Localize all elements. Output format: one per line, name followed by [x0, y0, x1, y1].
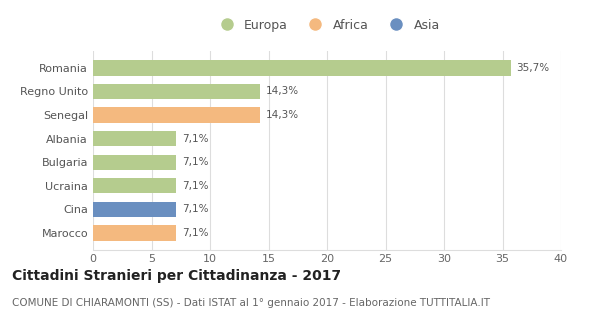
- Bar: [93, 225, 176, 241]
- Bar: [93, 178, 176, 193]
- Text: Cittadini Stranieri per Cittadinanza - 2017: Cittadini Stranieri per Cittadinanza - 2…: [12, 269, 341, 283]
- Legend: Europa, Africa, Asia: Europa, Africa, Asia: [209, 14, 445, 37]
- Text: 7,1%: 7,1%: [182, 181, 208, 191]
- Bar: [93, 202, 176, 217]
- Bar: [93, 131, 176, 146]
- Text: 7,1%: 7,1%: [182, 134, 208, 144]
- Bar: [93, 108, 260, 123]
- Text: 14,3%: 14,3%: [266, 86, 299, 96]
- Text: 7,1%: 7,1%: [182, 204, 208, 214]
- Bar: [93, 84, 260, 99]
- Text: 14,3%: 14,3%: [266, 110, 299, 120]
- Bar: [93, 155, 176, 170]
- Text: 7,1%: 7,1%: [182, 228, 208, 238]
- Text: 7,1%: 7,1%: [182, 157, 208, 167]
- Bar: [93, 60, 511, 76]
- Text: COMUNE DI CHIARAMONTI (SS) - Dati ISTAT al 1° gennaio 2017 - Elaborazione TUTTIT: COMUNE DI CHIARAMONTI (SS) - Dati ISTAT …: [12, 298, 490, 308]
- Text: 35,7%: 35,7%: [517, 63, 550, 73]
